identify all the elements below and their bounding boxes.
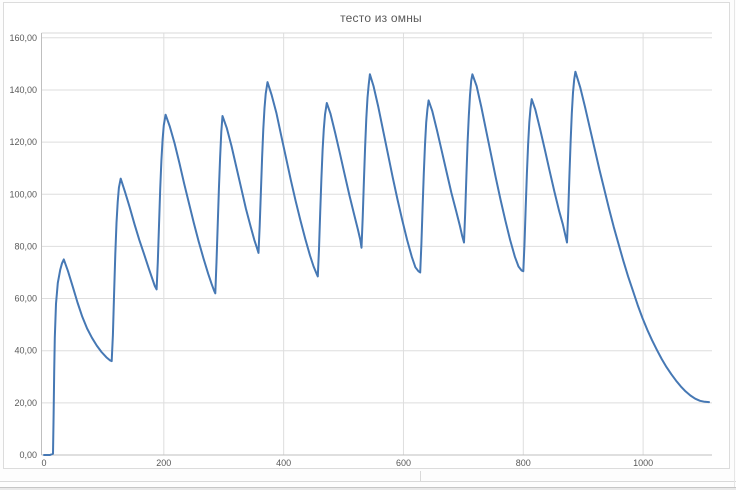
- sheet-column-line: [420, 471, 421, 481]
- sheet-row-line: [0, 481, 736, 482]
- sheet-column-line: [734, 0, 735, 489]
- chart-title: тесто из омны: [340, 11, 422, 25]
- chart-object[interactable]: тесто из омны: [3, 2, 730, 469]
